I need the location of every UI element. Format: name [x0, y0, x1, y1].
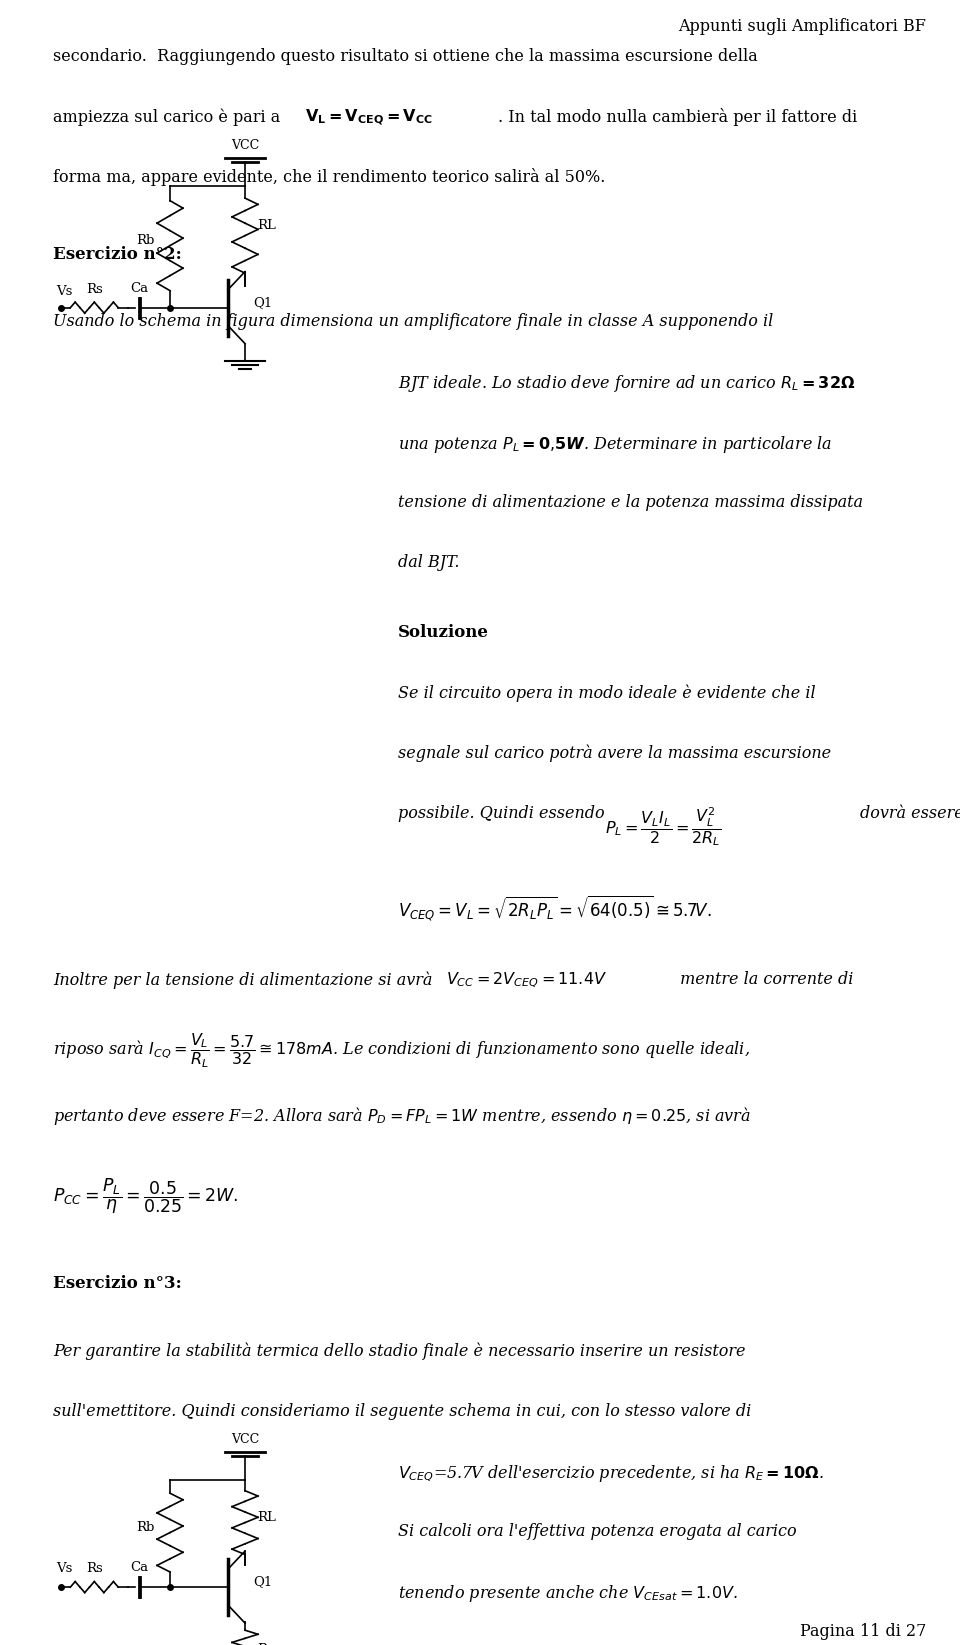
Text: Appunti sugli Amplificatori BF: Appunti sugli Amplificatori BF [679, 18, 926, 35]
Text: tenendo presente anche che $V_{CEsat}=1.0V$.: tenendo presente anche che $V_{CEsat}=1.… [397, 1582, 737, 1604]
Text: $\boldsymbol{V_{CEQ}}$=5.7V dell'esercizio precedente, si ha $\boldsymbol{R_E=10: $\boldsymbol{V_{CEQ}}$=5.7V dell'eserciz… [397, 1462, 824, 1484]
Text: $V_{CC} = 2V_{CEQ} = 11.4V$: $V_{CC} = 2V_{CEQ} = 11.4V$ [445, 971, 607, 990]
Text: Ca: Ca [131, 1561, 149, 1574]
Text: possibile. Quindi essendo: possibile. Quindi essendo [397, 804, 610, 822]
Text: Rs: Rs [86, 1563, 103, 1576]
Text: segnale sul carico potrà avere la massima escursione: segnale sul carico potrà avere la massim… [397, 745, 831, 762]
Text: RL: RL [257, 1512, 276, 1523]
Text: Q1: Q1 [253, 296, 273, 309]
Text: . In tal modo nulla cambierà per il fattore di: . In tal modo nulla cambierà per il fatt… [498, 109, 857, 127]
Text: forma ma, appare evidente, che il rendimento teorico salirà al 50%.: forma ma, appare evidente, che il rendim… [53, 168, 605, 186]
Text: Esercizio n°2:: Esercizio n°2: [53, 247, 181, 263]
Text: VCC: VCC [230, 138, 259, 151]
Text: Inoltre per la tensione di alimentazione si avrà: Inoltre per la tensione di alimentazione… [53, 971, 438, 989]
Text: Rb: Rb [136, 1522, 155, 1535]
Text: Vs: Vs [56, 285, 72, 298]
Text: dal BJT.: dal BJT. [397, 554, 459, 571]
Text: Rs: Rs [86, 283, 103, 296]
Text: $P_{CC} = \dfrac{P_L}{\eta} = \dfrac{0.5}{0.25} = 2W.$: $P_{CC} = \dfrac{P_L}{\eta} = \dfrac{0.5… [53, 1176, 238, 1216]
Text: pertanto deve essere F=2. Allora sarà $P_D = FP_L = 1W$ mentre, essendo $\eta=0.: pertanto deve essere F=2. Allora sarà $P… [53, 1105, 751, 1127]
Text: tensione di alimentazione e la potenza massima dissipata: tensione di alimentazione e la potenza m… [397, 494, 863, 510]
Text: riposo sarà $I_{CQ} = \dfrac{V_L}{R_L} = \dfrac{5.7}{32} \cong 178mA$. Le condiz: riposo sarà $I_{CQ} = \dfrac{V_L}{R_L} =… [53, 1031, 750, 1069]
Text: sull'emettitore. Quindi consideriamo il seguente schema in cui, con lo stesso va: sull'emettitore. Quindi consideriamo il … [53, 1403, 751, 1420]
Text: $\mathbf{V_L=V_{CEQ}=V_{CC}}$: $\mathbf{V_L=V_{CEQ}=V_{CC}}$ [305, 109, 433, 128]
Text: Se il circuito opera in modo ideale è evidente che il: Se il circuito opera in modo ideale è ev… [397, 684, 815, 702]
Text: Usando lo schema in figura dimensiona un amplificatore finale in classe A suppon: Usando lo schema in figura dimensiona un… [53, 313, 773, 331]
Text: $V_{CEQ} = V_L = \sqrt{2R_L P_L} = \sqrt{64(0.5)} \cong 5.7V.$: $V_{CEQ} = V_L = \sqrt{2R_L P_L} = \sqrt… [397, 893, 711, 923]
Text: Rb: Rb [136, 234, 155, 247]
Text: Si calcoli ora l'effettiva potenza erogata al carico: Si calcoli ora l'effettiva potenza eroga… [397, 1523, 797, 1540]
Text: Q1: Q1 [253, 1576, 273, 1589]
Text: Soluzione: Soluzione [397, 625, 489, 642]
Text: VCC: VCC [230, 1433, 259, 1446]
Text: $P_L = \dfrac{V_L I_L}{2} = \dfrac{V_L^2}{2R_L}$: $P_L = \dfrac{V_L I_L}{2} = \dfrac{V_L^2… [605, 804, 722, 847]
Text: Ca: Ca [131, 281, 149, 294]
Text: RL: RL [257, 219, 276, 232]
Text: Per garantire la stabilità termica dello stadio finale è necessario inserire un : Per garantire la stabilità termica dello… [53, 1342, 745, 1360]
Text: Re: Re [257, 1643, 275, 1645]
Text: Vs: Vs [56, 1563, 72, 1576]
Text: ampiezza sul carico è pari a: ampiezza sul carico è pari a [53, 109, 285, 125]
Text: secondario.  Raggiungendo questo risultato si ottiene che la massima escursione : secondario. Raggiungendo questo risultat… [53, 48, 757, 66]
Text: dovrà essere: dovrà essere [860, 804, 960, 822]
Text: Esercizio n°3:: Esercizio n°3: [53, 1275, 181, 1293]
Text: Pagina 11 di 27: Pagina 11 di 27 [800, 1624, 926, 1640]
Text: BJT ideale. Lo stadio deve fornire ad un carico $\boldsymbol{R_L=32\Omega}$: BJT ideale. Lo stadio deve fornire ad un… [397, 373, 855, 395]
Text: una potenza $\boldsymbol{P_L=0{,}5W}$. Determinare in particolare la: una potenza $\boldsymbol{P_L=0{,}5W}$. D… [397, 434, 832, 454]
Text: mentre la corrente di: mentre la corrente di [675, 971, 853, 989]
